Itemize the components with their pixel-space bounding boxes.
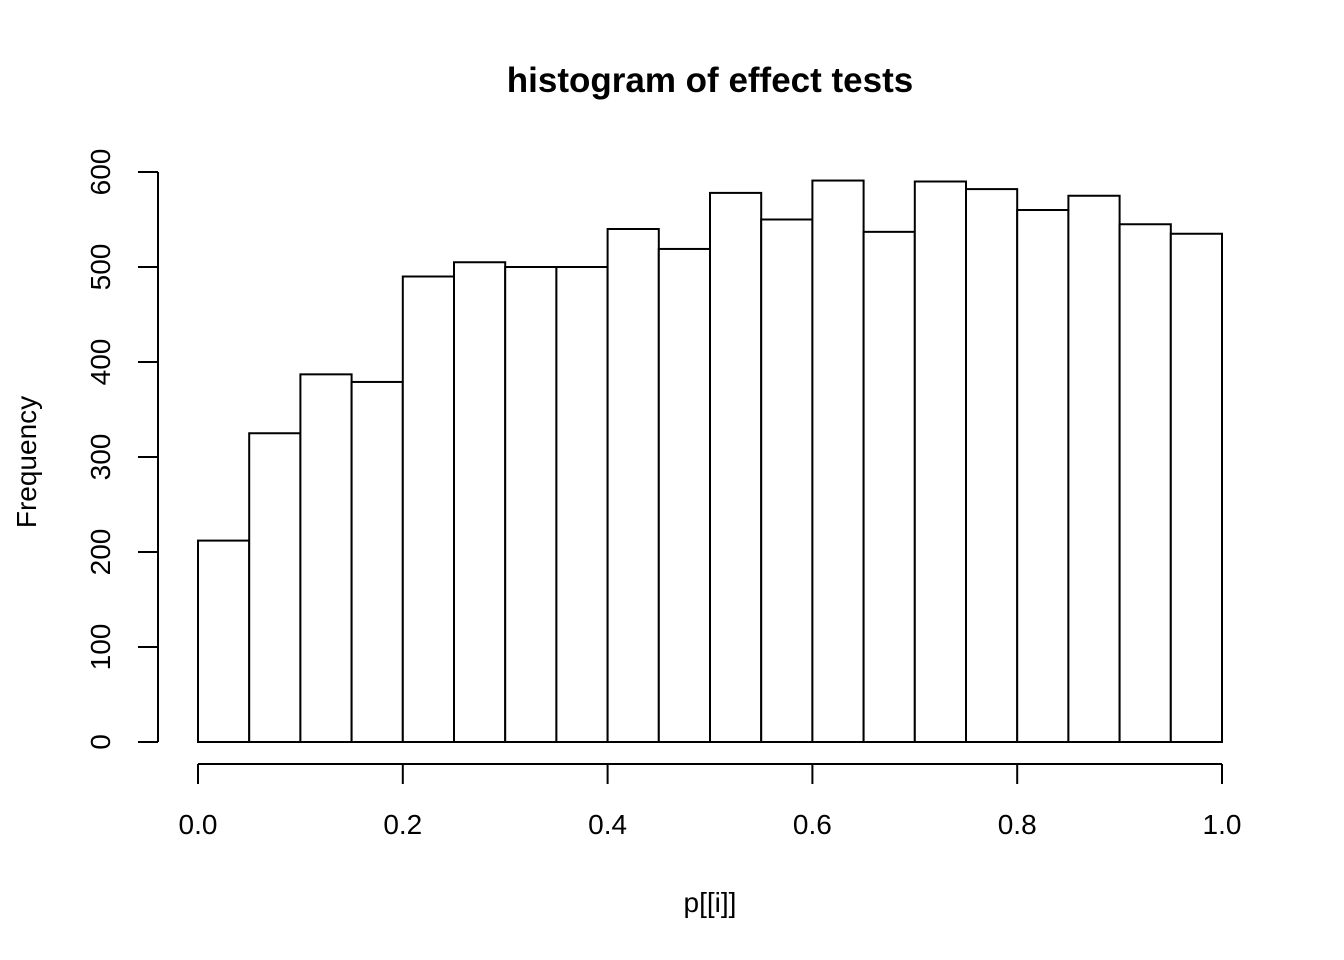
histogram-bar [1016, 209, 1070, 743]
x-tick-label: 1.0 [1203, 809, 1242, 840]
y-axis: 0 100 200 300 400 500 600 [85, 149, 159, 750]
x-tick-label: 0.8 [998, 809, 1037, 840]
histogram-bar [197, 539, 251, 743]
y-tick-label: 300 [85, 434, 116, 481]
histogram-bar [862, 230, 916, 743]
histogram-bar [657, 247, 711, 743]
histogram-bar [811, 179, 865, 744]
bars-group [197, 179, 1224, 744]
x-axis-label: p[[i]] [684, 887, 737, 918]
histogram-bar [504, 266, 558, 743]
histogram-bar [299, 373, 353, 743]
histogram-bar [965, 188, 1019, 744]
histogram-bar [555, 266, 609, 743]
histogram-bar [1118, 223, 1172, 743]
x-tick-label: 0.2 [383, 809, 422, 840]
y-tick-label: 100 [85, 624, 116, 671]
histogram-bar [1169, 232, 1224, 743]
histogram-bar [606, 228, 660, 743]
y-tick-label: 600 [85, 149, 116, 196]
x-tick-label: 0.4 [588, 809, 627, 840]
y-tick-label: 500 [85, 244, 116, 291]
histogram-bar [1067, 194, 1121, 743]
histogram-bar [760, 218, 814, 743]
y-tick-label: 400 [85, 339, 116, 386]
y-axis-label: Frequency [11, 396, 42, 528]
x-tick-label: 0.6 [793, 809, 832, 840]
histogram-bar [248, 432, 302, 743]
y-tick-label: 0 [85, 734, 116, 750]
histogram-bar [350, 380, 404, 743]
chart-title: histogram of effect tests [507, 61, 913, 100]
histogram-bar [453, 261, 507, 743]
histogram-bar [401, 275, 455, 743]
x-axis: 0.0 0.2 0.4 0.6 0.8 1.0 [179, 763, 1242, 840]
histogram-bar [709, 191, 763, 743]
x-tick-label: 0.0 [179, 809, 218, 840]
y-tick-label: 200 [85, 529, 116, 576]
histogram-bar [913, 180, 967, 743]
